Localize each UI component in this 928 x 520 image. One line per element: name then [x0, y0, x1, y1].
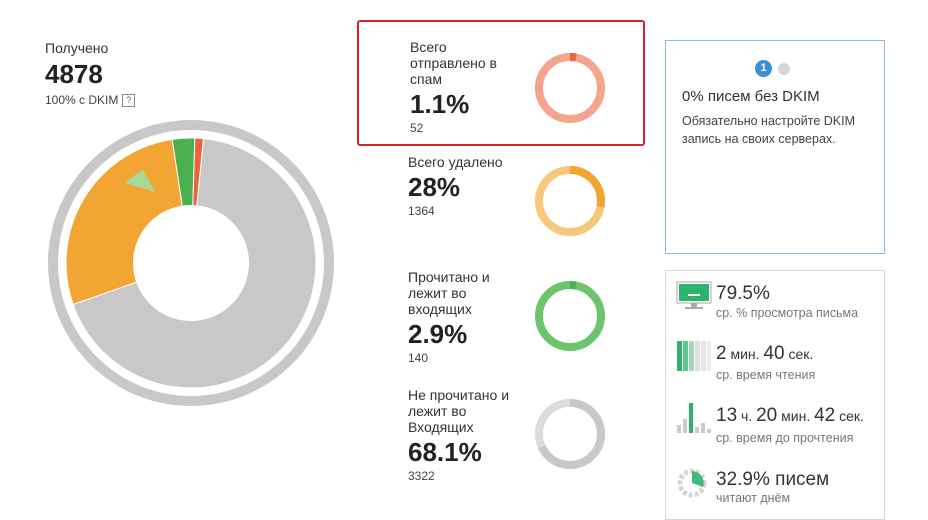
- metric-read-time-value: 2 мин. 40 сек.: [716, 343, 813, 365]
- stat-percent: 1.1%: [410, 89, 470, 119]
- stat-percent: 68.1%: [408, 437, 482, 467]
- stat-label-line: лежит во: [408, 285, 467, 301]
- reading-time-bars-icon: [677, 341, 711, 371]
- info-text: Обязательно настройте DKIM запись на сво…: [682, 112, 855, 148]
- stat-label-line: Не прочитано и: [408, 387, 510, 403]
- donut-light-green-slice: [125, 170, 155, 192]
- stat-ring-chart: [535, 166, 605, 236]
- help-icon[interactable]: ?: [122, 94, 136, 107]
- metric-view-percent-label: ср. % просмотра письма: [716, 306, 859, 320]
- stat-label-line: Прочитано и: [408, 269, 490, 285]
- pager-dot-active[interactable]: 1: [755, 60, 772, 77]
- stat-card[interactable]: Всего отправлено в спам 1.1% 52: [357, 20, 645, 146]
- dkim-info-box: 1 0% писем без DKIM Обязательно настройт…: [665, 40, 885, 254]
- metric-open-time-label: ср. время до прочтения: [716, 431, 854, 445]
- metric-view-percent-value: 79.5%: [716, 283, 770, 304]
- stat-label: Всего отправлено в спам: [410, 39, 497, 87]
- monitor-icon: [676, 281, 712, 309]
- main-donut-chart: [48, 120, 334, 406]
- pager-dot[interactable]: [778, 63, 790, 75]
- donut-hole: [133, 205, 249, 321]
- stat-ring-chart: [535, 53, 605, 123]
- minutes-unit: мин.: [726, 346, 764, 362]
- stat-label-line: входящих: [408, 301, 472, 317]
- info-text-line: запись на своих серверах.: [682, 132, 836, 146]
- stat-card[interactable]: Не прочитано и лежит во Входящих 68.1% 3322: [357, 378, 645, 504]
- dkim-text: 100% с DKIM: [45, 93, 119, 107]
- stat-label-line: Всего: [410, 39, 447, 55]
- received-value: 4878: [45, 59, 103, 89]
- stat-label: Всего удалено: [408, 154, 503, 170]
- stat-label-line: спам: [410, 71, 442, 87]
- received-label: Получено: [45, 40, 109, 56]
- daytime-clock-icon: [677, 468, 707, 498]
- ring-value-arc: [535, 53, 605, 123]
- open-minutes: 20: [756, 405, 778, 426]
- ring-value-arc: [535, 166, 605, 236]
- ring-track: [535, 53, 605, 123]
- info-title: 0% писем без DKIM: [682, 88, 820, 105]
- open-hours: 13: [716, 405, 738, 426]
- read-minutes: 2: [716, 343, 727, 364]
- time-to-open-bars-icon: [677, 403, 711, 433]
- stat-percent: 2.9%: [408, 319, 468, 349]
- stat-label: Не прочитано и лежит во Входящих: [408, 387, 509, 435]
- stat-count: 3322: [408, 469, 435, 483]
- stat-ring-chart: [535, 399, 605, 469]
- stat-card[interactable]: Прочитано и лежит во входящих 2.9% 140: [357, 260, 645, 386]
- stat-label-line: Входящих: [408, 419, 474, 435]
- dkim-line: 100% с DKIM?: [45, 93, 136, 107]
- metrics-box: 79.5% ср. % просмотра письма 2 мин. 40 с…: [665, 270, 885, 520]
- stat-count: 140: [408, 351, 429, 365]
- seconds-unit: сек.: [835, 408, 864, 424]
- stat-count: 1364: [408, 204, 435, 218]
- minutes-unit: мин.: [777, 408, 815, 424]
- open-seconds: 42: [814, 405, 836, 426]
- ring-value-arc: [535, 399, 605, 469]
- read-seconds: 40: [763, 343, 785, 364]
- metric-open-time-value: 13 ч. 20 мин. 42 сек.: [716, 405, 864, 427]
- metric-read-time-label: ср. время чтения: [716, 368, 816, 382]
- stat-label-line: Всего удалено: [408, 154, 503, 170]
- ring-value-arc: [535, 281, 605, 351]
- stat-label: Прочитано и лежит во входящих: [408, 269, 490, 317]
- hours-unit: ч.: [737, 408, 757, 424]
- stat-ring-chart: [535, 281, 605, 351]
- metric-daytime-value: 32.9% писем: [716, 469, 830, 490]
- stat-label-line: лежит во: [408, 403, 467, 419]
- seconds-unit: сек.: [784, 346, 814, 362]
- ring-track: [535, 281, 605, 351]
- stat-percent: 28%: [408, 172, 461, 202]
- stat-card[interactable]: Всего удалено 28% 1364: [357, 145, 645, 271]
- stat-count: 52: [410, 121, 424, 135]
- info-text-line: Обязательно настройте DKIM: [682, 114, 856, 128]
- metric-daytime-label: читают днём: [716, 491, 791, 505]
- stat-label-line: отправлено в: [410, 55, 497, 71]
